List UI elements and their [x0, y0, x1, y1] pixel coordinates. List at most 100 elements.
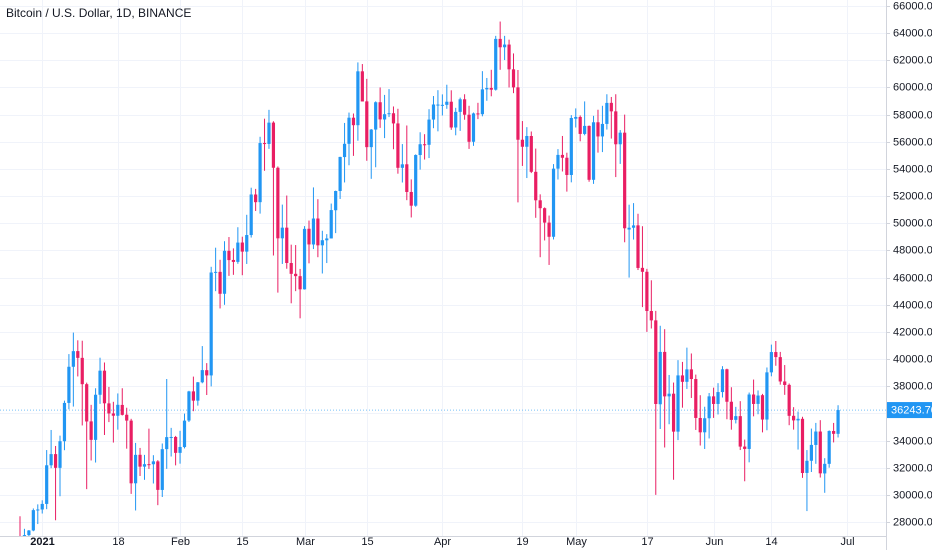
candle-body — [400, 164, 404, 168]
candle-body — [623, 132, 627, 229]
candle-body — [596, 122, 600, 137]
candle-body — [191, 391, 195, 401]
candle-body — [236, 242, 240, 262]
candle-body — [591, 122, 596, 180]
candle-body — [414, 155, 418, 206]
candle-body — [543, 208, 547, 223]
chart-title: Bitcoin / U.S. Dollar, 1D, BINANCE — [6, 6, 191, 20]
candle-body — [685, 369, 689, 382]
candle-body — [205, 370, 209, 376]
candle-body — [551, 168, 556, 237]
candle-body — [227, 250, 231, 261]
candle-body — [365, 101, 369, 148]
candle-body — [565, 157, 569, 175]
y-tick-label: 54000.00 — [893, 163, 932, 175]
candle-body — [142, 464, 147, 467]
candle-body — [320, 240, 324, 246]
candle-body — [729, 401, 733, 420]
candle-body — [436, 104, 440, 106]
candle-body — [760, 395, 765, 420]
candle-body — [756, 395, 760, 404]
candle-body — [676, 375, 680, 432]
candle-body — [467, 114, 471, 142]
y-tick-label: 64000.00 — [893, 27, 932, 39]
y-tick-label: 42000.00 — [893, 326, 932, 338]
candle-body — [454, 111, 458, 128]
candle-body — [832, 430, 836, 434]
candle-body — [369, 129, 373, 148]
candle-body — [374, 102, 378, 130]
candle-body — [174, 436, 178, 453]
candle-body — [302, 228, 307, 290]
y-tick-label: 60000.00 — [893, 81, 932, 93]
candle-body — [805, 460, 809, 473]
candle-body — [160, 449, 164, 490]
candle-body — [769, 352, 773, 373]
candle-body — [405, 164, 409, 192]
candle-body — [214, 271, 218, 273]
candle-body — [520, 139, 524, 147]
candle-body — [578, 116, 582, 134]
candle-body — [574, 116, 578, 119]
y-tick-label: 50000.00 — [893, 217, 932, 229]
candle-body — [445, 101, 449, 105]
candle-body — [827, 431, 831, 464]
candle-body — [449, 101, 453, 128]
candle-body — [658, 351, 662, 405]
candle-body — [489, 87, 493, 90]
y-tick-label: 62000.00 — [893, 54, 932, 66]
candle-body — [342, 143, 347, 158]
candle-body — [649, 311, 653, 321]
candle-body — [196, 382, 200, 401]
candle-body — [58, 441, 62, 468]
candle-body — [427, 119, 431, 145]
candle-body — [680, 375, 685, 382]
candle-body — [738, 416, 742, 447]
x-tick-label: May — [566, 536, 587, 548]
candle-body — [636, 225, 640, 268]
candle-body — [111, 413, 115, 416]
candle-body — [156, 461, 160, 490]
candle-body — [720, 369, 725, 393]
candle-body — [698, 417, 702, 433]
x-tick-label: Apr — [434, 536, 451, 548]
candle-body — [711, 396, 716, 404]
x-tick-label: 14 — [765, 536, 777, 548]
candle-body — [120, 404, 124, 415]
candle-body — [209, 272, 213, 376]
candle-body — [89, 421, 93, 440]
candle-body — [734, 416, 738, 420]
x-tick-label: Feb — [171, 536, 190, 548]
candle-body — [294, 273, 298, 277]
candle-body — [125, 414, 129, 421]
candle-body — [231, 259, 236, 262]
candle-body — [138, 454, 142, 467]
candle-body — [471, 113, 476, 142]
candle-body — [27, 530, 31, 536]
candle-body — [360, 71, 364, 102]
candle-body — [67, 366, 71, 403]
candles — [19, 21, 840, 536]
candle-body — [116, 404, 120, 416]
candle-body — [178, 446, 182, 453]
candle-body — [618, 132, 622, 145]
candle-body — [329, 210, 333, 239]
candle-body — [747, 394, 751, 449]
candle-body — [31, 510, 35, 531]
candle-body — [476, 113, 480, 115]
candle-body — [814, 431, 818, 445]
candle-body — [222, 250, 227, 294]
candle-body — [547, 222, 551, 237]
x-tick-label: 2021 — [30, 536, 54, 548]
candle-body — [347, 117, 351, 144]
candle-body — [587, 125, 591, 180]
candle-body — [609, 102, 613, 112]
candle-body — [262, 143, 267, 145]
candle-body — [716, 392, 720, 404]
y-tick-label: 56000.00 — [893, 136, 932, 148]
candle-body — [507, 44, 511, 70]
candle-body — [605, 102, 609, 124]
candle-body — [631, 225, 636, 228]
candle-body — [645, 271, 649, 312]
candle-body — [129, 420, 133, 484]
